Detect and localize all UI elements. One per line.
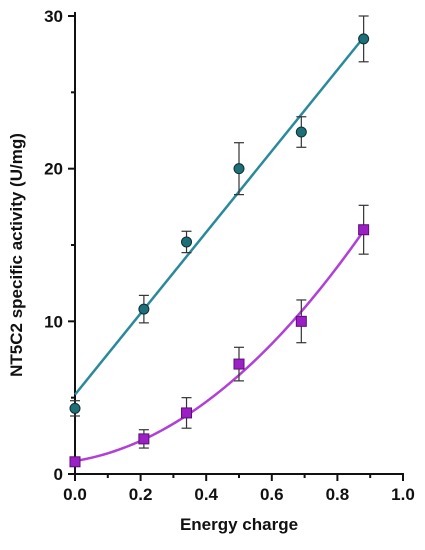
y-tick-label: 0 [54, 465, 63, 484]
x-tick-label: 0.0 [63, 485, 87, 504]
data-point-square [138, 433, 150, 445]
y-axis-title: NT5C2 specific activity (U/mg) [7, 133, 26, 377]
x-tick-label: 0.8 [326, 485, 350, 504]
data-point-square [295, 315, 307, 327]
data-markers [69, 33, 370, 468]
fit-line-series-1 [74, 36, 365, 396]
data-point-circle [295, 126, 307, 138]
x-tick-label: 0.4 [194, 485, 218, 504]
data-point-circle [181, 236, 193, 248]
x-tick-label: 0.2 [129, 485, 153, 504]
y-tick-label: 20 [44, 160, 63, 179]
fit-curve-series-2 [74, 230, 365, 463]
data-point-circle [358, 33, 370, 45]
data-point-circle [69, 402, 81, 414]
data-point-square [181, 407, 193, 419]
x-tick-label: 1.0 [391, 485, 415, 504]
data-point-circle [233, 163, 245, 175]
data-point-square [69, 456, 81, 468]
x-axis-title: Energy charge [180, 515, 298, 534]
x-tick-label: 0.6 [260, 485, 284, 504]
ticks: 0.0 0.2 0.4 0.6 0.8 1.0 0 10 20 30 [44, 7, 415, 504]
data-point-circle [138, 303, 150, 315]
fit-lines [74, 36, 365, 463]
y-tick-label: 30 [44, 7, 63, 26]
y-tick-label: 10 [44, 312, 63, 331]
error-bars [70, 15, 369, 467]
data-point-square [358, 224, 370, 236]
data-point-square [233, 358, 245, 370]
